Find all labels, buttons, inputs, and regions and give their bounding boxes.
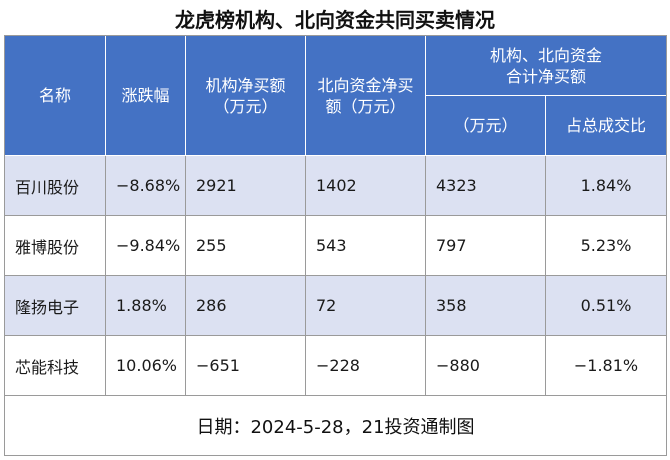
table-footer-source: 日期：2024-5-28，21投资通制图: [196, 416, 475, 438]
header-name-label: 名称: [38, 86, 71, 105]
table-cell-sum: 4323: [426, 156, 546, 216]
header-ratio: 占总成交比: [546, 96, 666, 156]
table-cell-inst: −651: [186, 336, 306, 396]
table-cell-inst: 2921: [186, 156, 306, 216]
table-cell-change: −8.68%: [106, 156, 186, 216]
header-north: 北向资金净买 额（万元）: [306, 36, 426, 156]
header-ratio-label: 占总成交比: [565, 116, 646, 135]
table-cell-name: 芯能科技: [5, 336, 106, 396]
table-cell-inst: 255: [186, 216, 306, 276]
table-cell-ratio: 5.23%: [546, 216, 666, 276]
table-cell-north: 543: [306, 216, 426, 276]
header-name: 名称: [5, 36, 106, 156]
header-sum-unit-label: （万元）: [453, 116, 518, 135]
header-change-label: 涨跌幅: [121, 86, 170, 105]
header-group-line2: 合计净买额: [505, 66, 586, 86]
header-inst-line2: （万元）: [213, 96, 278, 116]
header-group: 机构、北向资金 合计净买额: [426, 36, 666, 96]
header-change: 涨跌幅: [106, 36, 186, 156]
table-cell-sum: 797: [426, 216, 546, 276]
table-cell-north: 1402: [306, 156, 426, 216]
data-table: 名称 涨跌幅 机构净买额 （万元） 北向资金净买 额（万元） 机构、北向资金 合…: [4, 35, 667, 456]
table-cell-north: 72: [306, 276, 426, 336]
header-sum-unit: （万元）: [426, 96, 546, 156]
table-cell-ratio: 0.51%: [546, 276, 666, 336]
table-cell-change: 1.88%: [106, 276, 186, 336]
table-cell-name: 百川股份: [5, 156, 106, 216]
header-north-line1: 北向资金净买: [317, 75, 414, 95]
table-title: 龙虎榜机构、北向资金共同买卖情况: [175, 8, 495, 32]
table-cell-name: 隆扬电子: [5, 276, 106, 336]
header-north-line2: 额（万元）: [325, 96, 406, 116]
table-cell-ratio: −1.81%: [546, 336, 666, 396]
table-cell-change: 10.06%: [106, 336, 186, 396]
table-cell-ratio: 1.84%: [546, 156, 666, 216]
table-cell-sum: −880: [426, 336, 546, 396]
header-inst: 机构净买额 （万元）: [186, 36, 306, 156]
header-inst-line1: 机构净买额: [205, 75, 286, 95]
table-cell-name: 雅博股份: [5, 216, 106, 276]
header-group-line1: 机构、北向资金: [489, 45, 602, 65]
table-cell-inst: 286: [186, 276, 306, 336]
table-cell-change: −9.84%: [106, 216, 186, 276]
table-cell-north: −228: [306, 336, 426, 396]
table-cell-sum: 358: [426, 276, 546, 336]
